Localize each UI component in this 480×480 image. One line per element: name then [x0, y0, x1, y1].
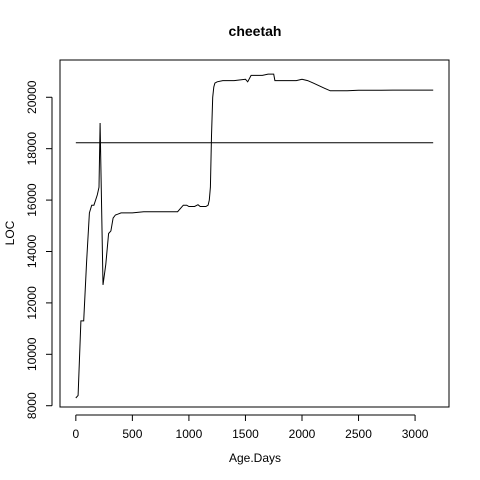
y-tick-label: 18000: [25, 132, 39, 166]
y-tick-label: 10000: [25, 337, 39, 371]
x-tick-label: 2500: [345, 427, 372, 441]
x-axis-label: Age.Days: [229, 451, 281, 465]
y-tick-label: 8000: [25, 392, 39, 419]
y-axis: 8000 10000 12000 14000 16000 18000 20000: [25, 80, 53, 419]
x-tick-label: 2000: [289, 427, 316, 441]
series-line: [75, 73, 434, 399]
x-tick-label: 1000: [176, 427, 203, 441]
y-tick-label: 12000: [25, 286, 39, 320]
x-tick-label: 1500: [232, 427, 259, 441]
x-tick-label: 3000: [402, 427, 429, 441]
y-tick-label: 14000: [25, 234, 39, 268]
chart-title: cheetah: [229, 23, 282, 39]
x-tick-label: 0: [72, 427, 79, 441]
x-tick-label: 500: [122, 427, 142, 441]
x-axis: 0 500 1000 1500 2000 2500 3000: [72, 414, 429, 441]
y-axis-label: LOC: [3, 220, 17, 245]
plot-frame: [59, 59, 450, 408]
y-tick-label: 16000: [25, 183, 39, 217]
y-tick-label: 20000: [25, 80, 39, 114]
